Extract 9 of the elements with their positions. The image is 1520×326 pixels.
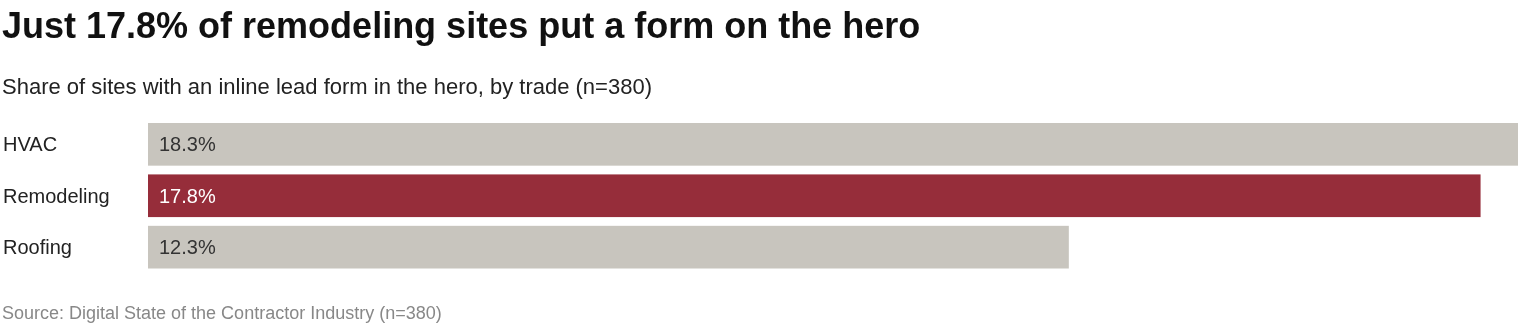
data-label: 12.3% xyxy=(159,236,216,259)
y-tick-label: Remodeling xyxy=(3,184,110,207)
chart-title: Just 17.8% of remodeling sites put a form on the hero xyxy=(2,5,921,46)
source-note: Source: Digital State of the Contractor Industry (n=380) xyxy=(2,303,442,323)
y-tick-label: HVAC xyxy=(3,133,58,156)
chart-subtitle: Share of sites with an inline lead form in the hero, by trade (n=380) xyxy=(2,74,652,99)
data-label: 18.3% xyxy=(159,133,216,156)
data-label: 17.8% xyxy=(159,184,216,207)
y-tick-label: Roofing xyxy=(3,236,72,259)
